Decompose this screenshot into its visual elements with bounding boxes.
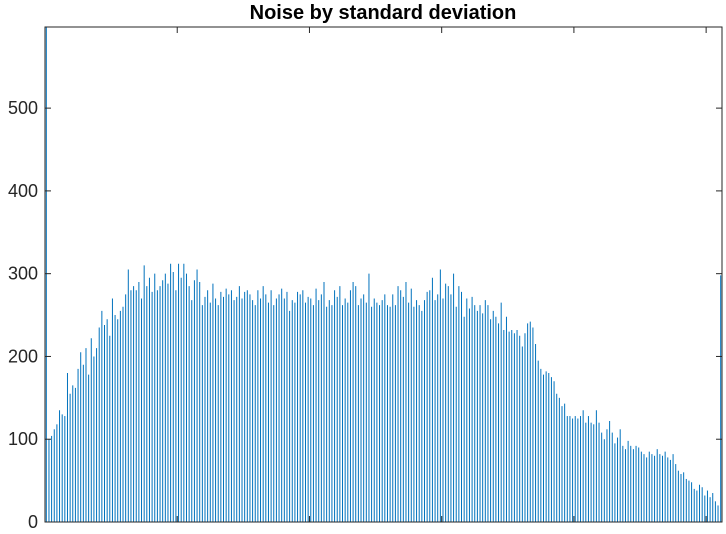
y-tick-label: 100 xyxy=(8,429,38,449)
bars-group xyxy=(45,27,722,522)
plot-box xyxy=(44,26,723,523)
y-axis-ticks: 0 100 200 300 400 500 xyxy=(8,98,722,532)
y-tick-label: 300 xyxy=(8,264,38,284)
chart-title: Noise by standard deviation xyxy=(250,2,517,24)
y-tick-label: 200 xyxy=(8,346,38,366)
y-tick-label: 0 xyxy=(28,512,38,532)
y-tick-label: 400 xyxy=(8,181,38,201)
y-tick-label: 500 xyxy=(8,98,38,118)
axes-frame xyxy=(44,26,723,523)
